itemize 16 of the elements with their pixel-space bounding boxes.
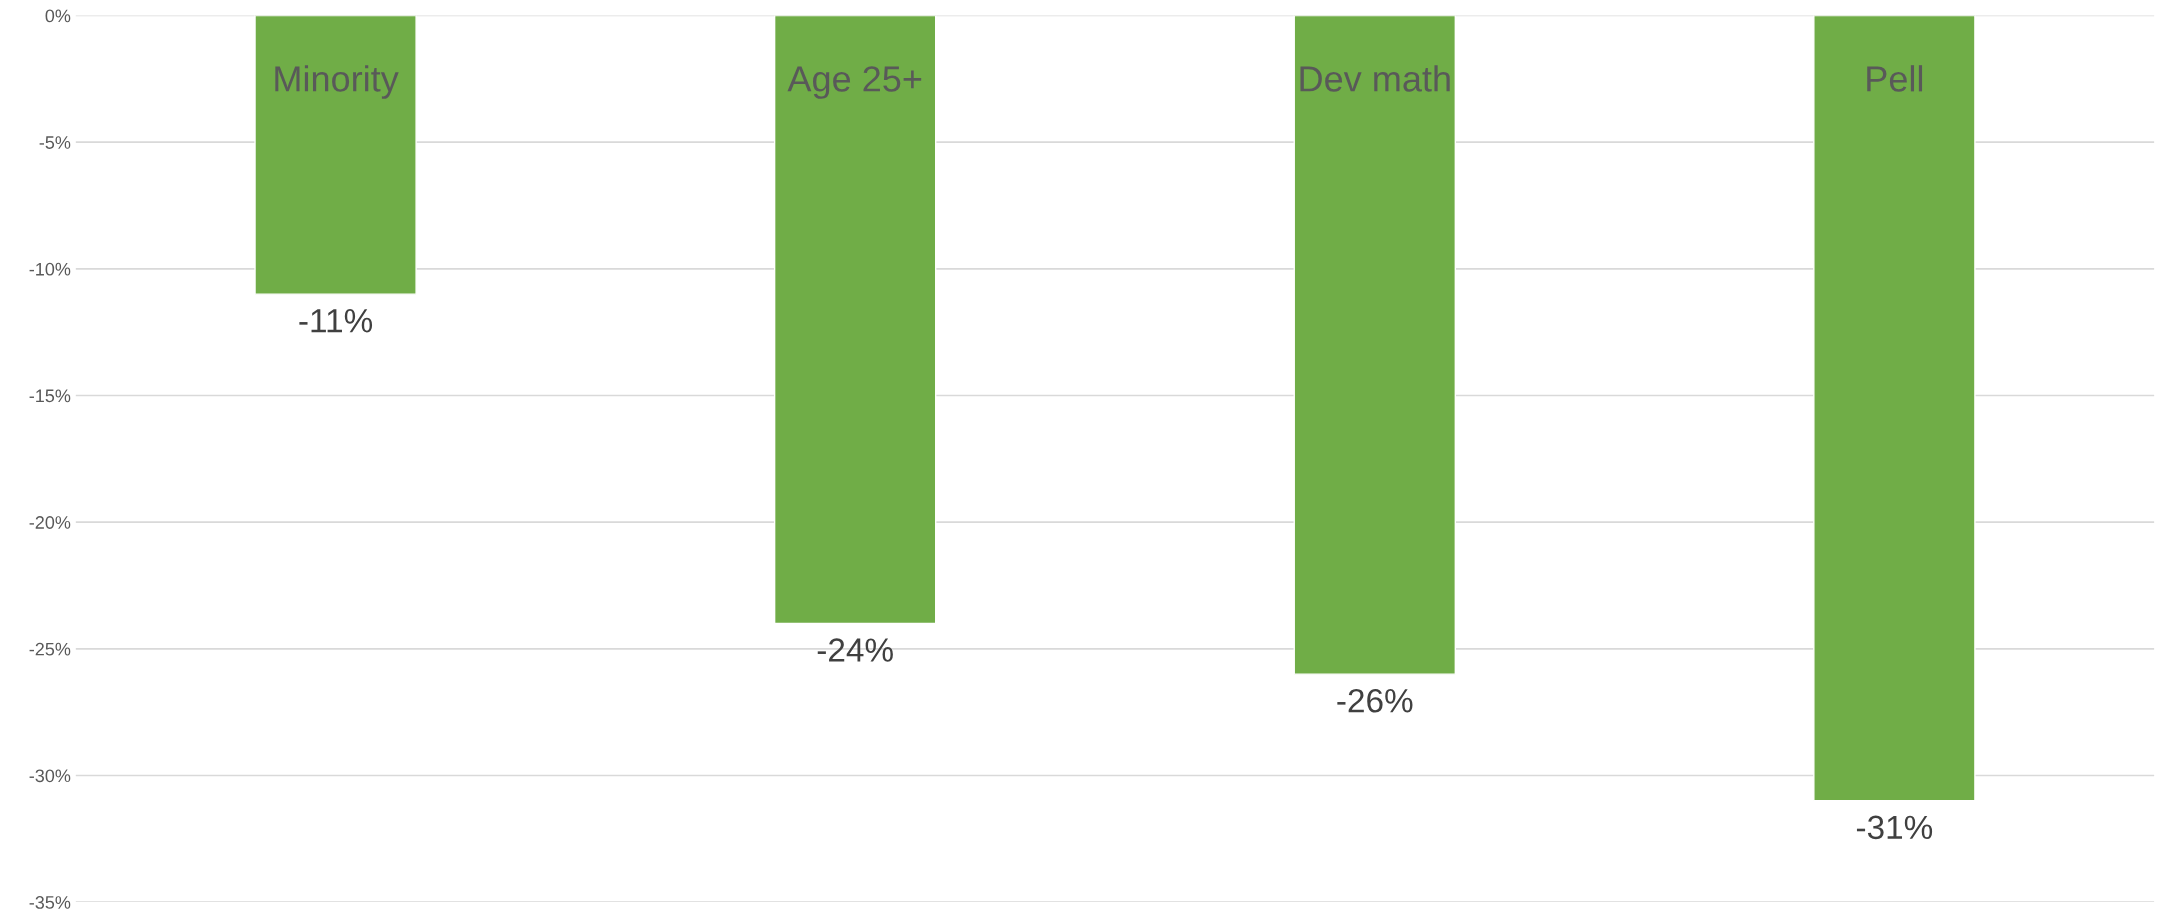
y-tick-label: -35% (29, 896, 71, 909)
x-tick-label: Minority (275, 65, 399, 99)
x-tick-label: Dev math (1300, 65, 1450, 92)
y-tick-label: -10% (29, 262, 71, 276)
y-tick-label: -15% (29, 389, 71, 403)
x-tick-label: Age 25+ (787, 66, 922, 99)
y-tick-label: -20% (29, 516, 71, 529)
x-tick-label: Pell (1867, 65, 1923, 92)
y-tick-label: -30% (29, 769, 71, 783)
data-label: -11% (299, 309, 373, 333)
data-label: -31% (1856, 815, 1933, 840)
data-label: -24% (817, 638, 893, 662)
data-label: -26% (1337, 688, 1413, 713)
y-tick-label: -25% (29, 642, 71, 656)
y-tick-label: 0% (45, 9, 71, 23)
y-tick-label: -5% (39, 136, 71, 149)
